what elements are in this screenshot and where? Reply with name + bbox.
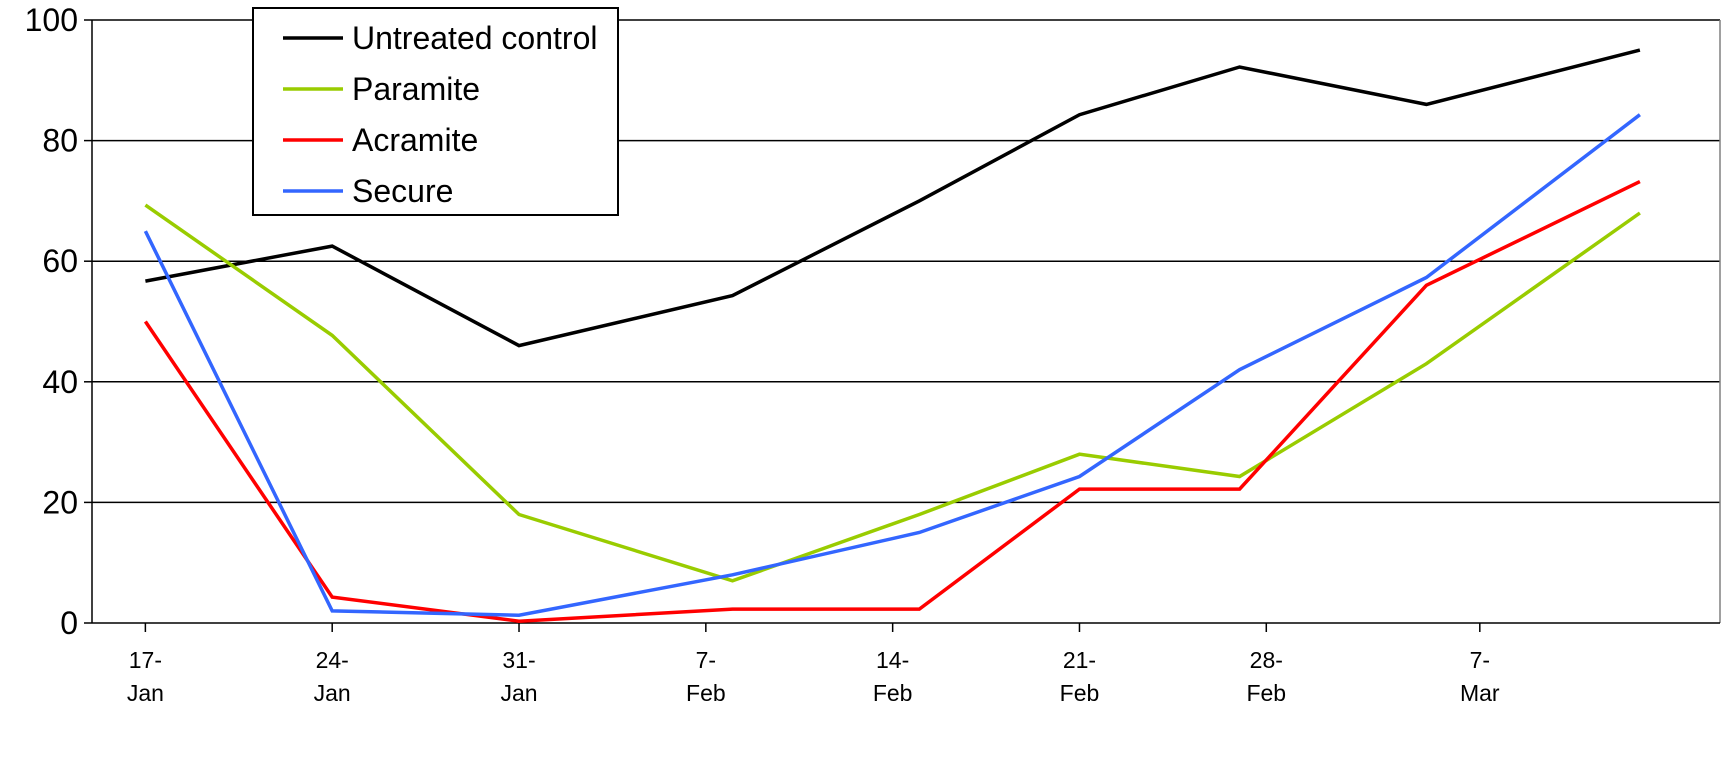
x-tick-label: Jan xyxy=(314,680,351,706)
x-tick-label: Feb xyxy=(873,680,913,706)
x-tick-label: Feb xyxy=(1246,680,1286,706)
series-line-secure xyxy=(143,113,1641,617)
legend-label-paramite: Paramite xyxy=(352,71,480,107)
x-tick-label: 7- xyxy=(696,647,716,673)
x-tick-label: Jan xyxy=(127,680,164,706)
legend: Untreated control Paramite Acramite Secure xyxy=(252,7,619,216)
x-tick-label: Mar xyxy=(1460,680,1500,706)
x-tick-label: Feb xyxy=(1060,680,1100,706)
series-line-paramite xyxy=(144,203,1641,583)
y-tick-label: 0 xyxy=(60,605,78,641)
x-tick-label: 24- xyxy=(316,647,349,673)
legend-label-acramite: Acramite xyxy=(352,122,478,158)
series-line-untreated-control xyxy=(145,48,1641,348)
y-tick-label: 80 xyxy=(42,123,78,159)
x-tick-label: 31- xyxy=(502,647,535,673)
legend-label-untreated-control: Untreated control xyxy=(352,20,597,56)
legend-box xyxy=(252,7,619,216)
y-tick-label: 20 xyxy=(42,484,78,520)
x-tick-label: 14- xyxy=(876,647,909,673)
x-tick-label: Jan xyxy=(500,680,537,706)
x-tick-label: 17- xyxy=(129,647,162,673)
axes: 0 20 40 60 80 100 17- Jan 24- Jan 31- Jan 7- Feb 14- Fe… xyxy=(25,2,1721,706)
x-tick-label: 7- xyxy=(1470,647,1490,673)
legend-label-secure: Secure xyxy=(352,173,453,209)
x-tick-label: 21- xyxy=(1063,647,1096,673)
series-lines xyxy=(143,48,1641,623)
y-tick-label: 40 xyxy=(42,364,78,400)
x-tick-label: Feb xyxy=(686,680,726,706)
y-tick-label: 100 xyxy=(25,2,78,38)
y-tick-label: 60 xyxy=(42,243,78,279)
series-line-acramite xyxy=(143,180,1641,623)
x-tick-label: 28- xyxy=(1250,647,1283,673)
